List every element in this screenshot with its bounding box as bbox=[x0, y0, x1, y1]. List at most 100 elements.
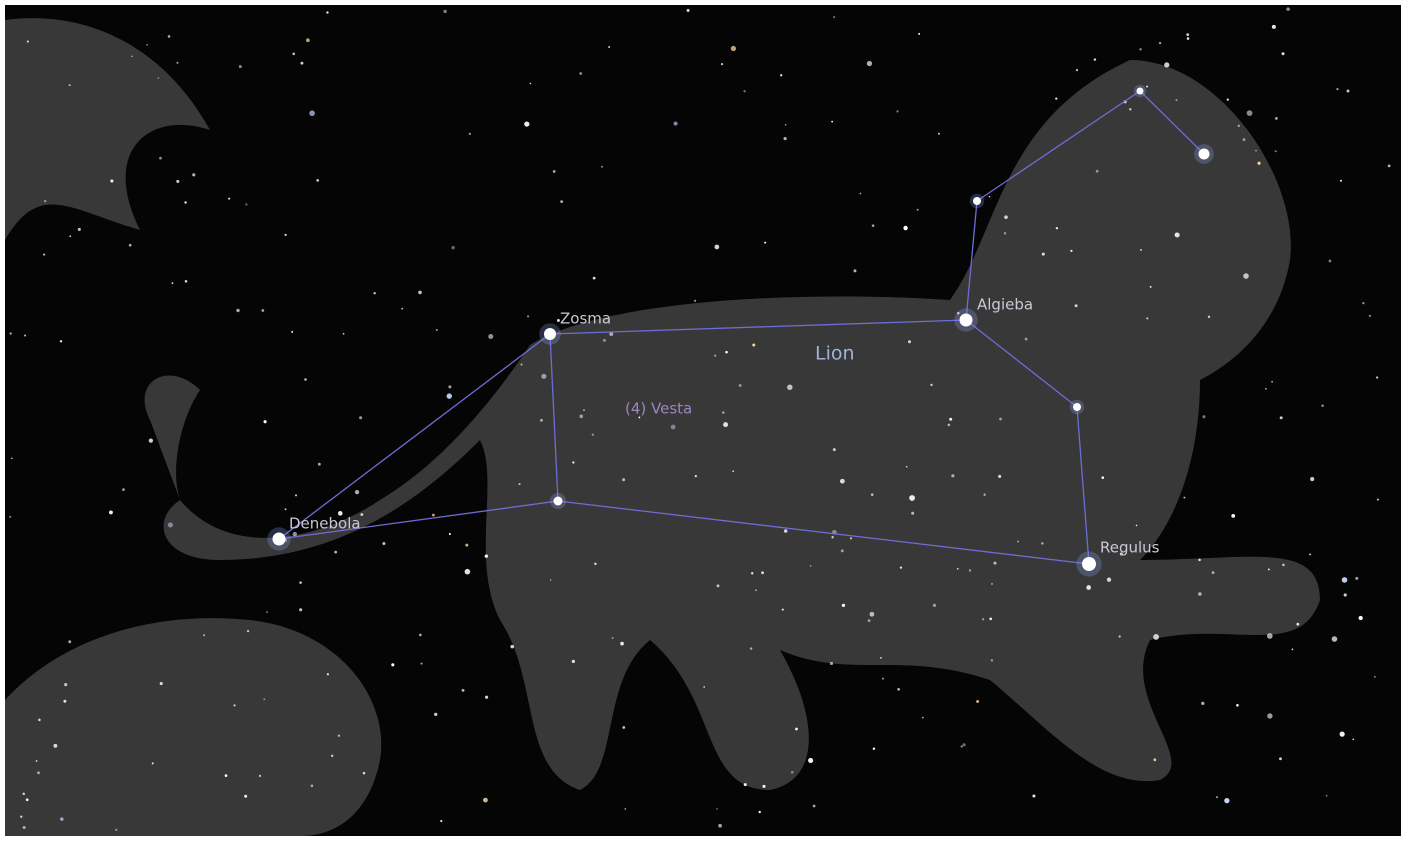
star bbox=[872, 224, 875, 227]
star bbox=[401, 308, 403, 310]
bright-star bbox=[1199, 149, 1210, 160]
star bbox=[969, 569, 971, 571]
star bbox=[830, 662, 833, 665]
star bbox=[285, 508, 287, 510]
star bbox=[244, 795, 247, 798]
star bbox=[620, 642, 624, 646]
star bbox=[355, 490, 359, 494]
star bbox=[723, 422, 728, 427]
star bbox=[420, 663, 422, 665]
star bbox=[236, 309, 239, 312]
star bbox=[1296, 623, 1299, 626]
star bbox=[1101, 476, 1104, 479]
star bbox=[732, 470, 734, 472]
star bbox=[752, 344, 755, 347]
star bbox=[1224, 798, 1229, 803]
star bbox=[23, 826, 26, 829]
star bbox=[761, 571, 764, 574]
star bbox=[808, 758, 813, 763]
star bbox=[743, 90, 745, 92]
star bbox=[299, 608, 302, 611]
star bbox=[961, 745, 963, 747]
star bbox=[43, 253, 45, 255]
star bbox=[1332, 636, 1338, 642]
star bbox=[1359, 616, 1363, 620]
star bbox=[1004, 215, 1008, 219]
bright-star bbox=[1073, 403, 1081, 411]
star bbox=[483, 798, 488, 803]
star bbox=[203, 634, 205, 636]
star bbox=[1183, 497, 1185, 499]
star bbox=[451, 246, 454, 249]
star bbox=[1227, 99, 1229, 101]
star bbox=[1212, 571, 1215, 574]
star-label: Regulus bbox=[1100, 539, 1160, 557]
star bbox=[1107, 578, 1111, 582]
star bbox=[343, 333, 345, 335]
star bbox=[316, 179, 319, 182]
star bbox=[831, 121, 833, 123]
star bbox=[1247, 110, 1253, 116]
star bbox=[624, 808, 626, 810]
star bbox=[1136, 525, 1138, 527]
star bbox=[1280, 416, 1283, 419]
star bbox=[714, 355, 716, 357]
star bbox=[1231, 514, 1235, 518]
star bbox=[983, 494, 985, 496]
star bbox=[245, 203, 247, 205]
star bbox=[419, 634, 422, 637]
star bbox=[436, 329, 438, 331]
star bbox=[1377, 499, 1379, 501]
star bbox=[787, 385, 792, 390]
sky-view: Lion (4) Vesta ZosmaAlgiebaDenebolaRegul… bbox=[0, 0, 1406, 841]
star bbox=[1070, 250, 1072, 252]
star bbox=[1310, 477, 1314, 481]
star bbox=[900, 567, 902, 569]
star bbox=[360, 513, 363, 516]
star bbox=[69, 84, 71, 86]
star bbox=[1336, 88, 1338, 90]
star bbox=[1388, 164, 1391, 167]
star bbox=[695, 475, 697, 477]
star bbox=[69, 235, 71, 237]
star bbox=[603, 339, 606, 342]
star bbox=[1175, 99, 1177, 101]
star bbox=[1265, 388, 1267, 390]
star bbox=[795, 728, 798, 731]
star bbox=[592, 433, 594, 435]
star bbox=[671, 425, 676, 430]
star bbox=[791, 771, 794, 774]
star bbox=[744, 783, 747, 786]
star bbox=[560, 200, 563, 203]
star bbox=[813, 805, 816, 808]
star bbox=[1208, 316, 1210, 318]
star bbox=[1309, 553, 1311, 555]
star bbox=[263, 698, 265, 700]
star bbox=[780, 74, 782, 76]
bright-star bbox=[960, 314, 973, 327]
star bbox=[909, 495, 915, 501]
star bbox=[957, 568, 959, 570]
star bbox=[266, 611, 268, 613]
star bbox=[721, 63, 723, 65]
star bbox=[359, 416, 362, 419]
star bbox=[572, 461, 574, 463]
star bbox=[158, 77, 160, 79]
star bbox=[782, 609, 784, 611]
star bbox=[363, 772, 366, 775]
star bbox=[842, 604, 845, 607]
star bbox=[1055, 98, 1057, 100]
star bbox=[1146, 317, 1148, 319]
star bbox=[908, 340, 911, 343]
star bbox=[172, 282, 174, 284]
star bbox=[703, 686, 705, 688]
star bbox=[1340, 732, 1345, 737]
star bbox=[1198, 559, 1200, 561]
star bbox=[382, 542, 385, 545]
star bbox=[24, 334, 26, 336]
star bbox=[1267, 713, 1272, 718]
star bbox=[608, 46, 610, 48]
star bbox=[122, 488, 125, 491]
star bbox=[1153, 634, 1159, 640]
star bbox=[311, 785, 314, 788]
